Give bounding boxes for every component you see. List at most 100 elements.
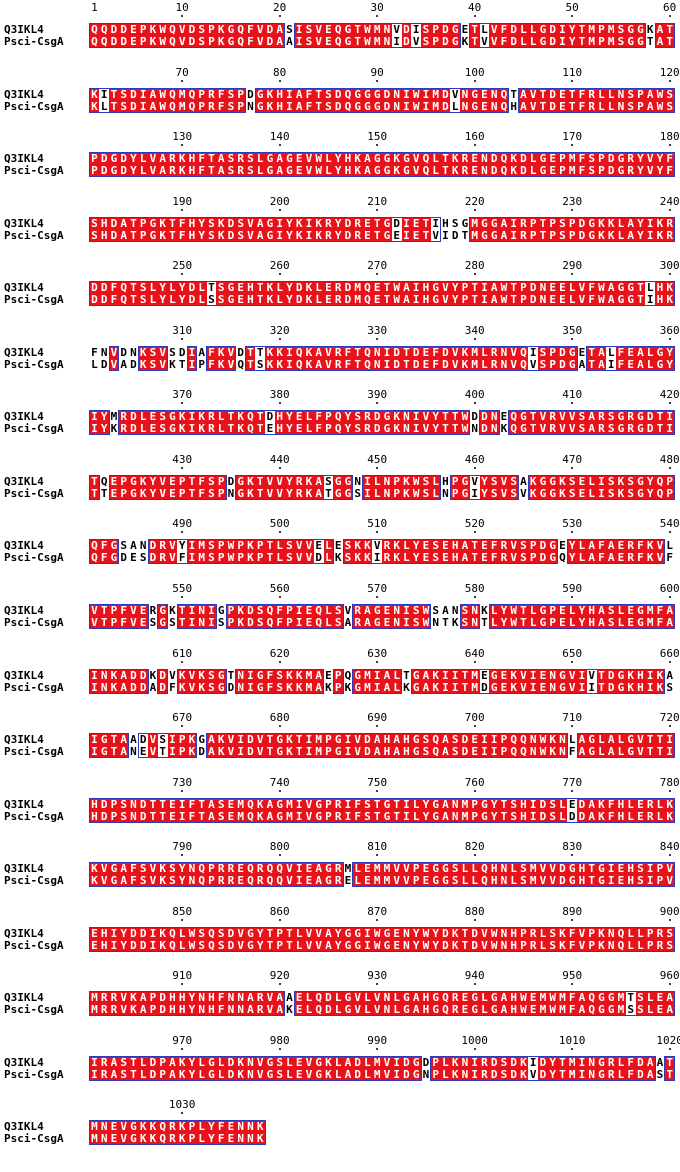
residue: S [208, 293, 215, 307]
identical-residue: M [382, 874, 392, 888]
identical-residue: V [313, 35, 324, 48]
position-tick [278, 144, 281, 147]
position-tick [181, 144, 184, 147]
identical-residue: V [313, 23, 324, 36]
identical-residue: K [255, 797, 265, 811]
residue: V [529, 357, 537, 371]
identical-residue: F [206, 345, 217, 359]
identical-residue: R [499, 539, 509, 553]
identical-residue: E [460, 1003, 470, 1017]
identical-residue: T [460, 680, 470, 694]
residue: V [412, 35, 420, 48]
identical-residue: G [352, 680, 363, 694]
identical-residue: D [157, 1003, 168, 1017]
identical-residue: D [99, 809, 109, 823]
identical-residue: R [206, 410, 217, 424]
position-ruler: 490 500 510 520 530 540 [0, 518, 680, 540]
identical-residue: E [421, 539, 431, 553]
identical-residue: T [635, 293, 646, 307]
identical-residue: G [538, 35, 548, 48]
identical-residue: A [148, 99, 158, 113]
identical-residue: I [187, 539, 197, 553]
identical-residue: V [284, 874, 295, 888]
identical-residue: G [235, 486, 246, 500]
identical-residue: R [489, 345, 499, 359]
identical-residue: A [313, 486, 324, 500]
identical-residue: K [460, 357, 470, 371]
identical-residue: M [89, 1132, 100, 1146]
identical-residue: K [508, 164, 519, 178]
identical-residue: W [226, 539, 236, 553]
residue: V [169, 668, 176, 682]
identical-residue: Y [343, 422, 353, 436]
identical-residue: L [313, 281, 324, 295]
identical-residue: Y [635, 152, 646, 166]
residue: D [120, 345, 127, 359]
position-label: 40 [468, 1, 482, 14]
identical-residue: G [333, 745, 343, 759]
identical-residue: G [430, 862, 441, 876]
identical-residue: E [372, 293, 382, 307]
identical-residue: T [518, 615, 529, 629]
identical-residue: V [518, 668, 529, 682]
identical-residue: R [333, 797, 343, 811]
identical-residue: L [596, 99, 607, 113]
residue: T [227, 668, 235, 682]
identical-residue: K [313, 228, 324, 242]
identical-residue: V [157, 486, 168, 500]
identical-residue: Q [362, 345, 373, 359]
identical-residue: L [567, 293, 577, 307]
identical-residue: N [226, 991, 236, 1005]
identical-residue: T [460, 668, 470, 682]
identical-residue: S [148, 357, 158, 371]
identical-residue: W [313, 152, 324, 166]
identical-residue: D [109, 216, 119, 230]
position-tick [278, 208, 281, 211]
identical-residue: Y [284, 422, 295, 436]
identical-residue: G [625, 745, 636, 759]
identical-residue: Y [118, 926, 129, 940]
identical-residue: T [586, 357, 597, 371]
position-label: 480 [659, 452, 680, 466]
identical-residue: D [157, 680, 168, 694]
identical-residue: T [596, 680, 607, 694]
identical-residue: L [362, 1055, 373, 1069]
identical-residue: G [99, 745, 109, 759]
identical-residue: V [645, 164, 655, 178]
identical-residue: T [265, 551, 275, 565]
identical-residue: R [460, 164, 470, 178]
position-tick [473, 337, 476, 340]
identical-residue: T [508, 281, 519, 295]
identical-residue: H [635, 680, 646, 694]
identical-residue: V [450, 345, 460, 359]
position-tick [376, 854, 379, 857]
identical-residue: D [187, 23, 197, 36]
identical-residue: V [118, 1132, 129, 1146]
identical-residue: Y [187, 1055, 197, 1069]
position-tick [278, 725, 281, 728]
identical-residue: L [479, 991, 490, 1005]
identical-residue: D [148, 1067, 158, 1081]
identical-residue: V [148, 862, 158, 876]
position-label: 200 [269, 194, 290, 208]
identical-residue: P [664, 474, 675, 488]
residue: D [227, 474, 235, 488]
identical-residue: I [148, 938, 158, 952]
identical-residue: E [382, 603, 392, 617]
identical-residue: Q [508, 410, 519, 424]
identical-residue: H [616, 797, 626, 811]
identical-residue: Q [362, 281, 373, 295]
identical-residue: I [479, 745, 490, 759]
identical-residue: M [352, 293, 363, 307]
identical-residue: H [99, 926, 109, 940]
identical-residue: G [128, 1132, 139, 1146]
identical-residue: S [206, 486, 217, 500]
identical-residue: A [586, 809, 597, 823]
identical-residue: G [557, 668, 568, 682]
identical-residue: R [625, 410, 636, 424]
identical-residue: I [645, 874, 655, 888]
identical-residue: K [196, 668, 207, 682]
identical-residue: V [148, 874, 158, 888]
identical-residue: G [489, 1003, 499, 1017]
